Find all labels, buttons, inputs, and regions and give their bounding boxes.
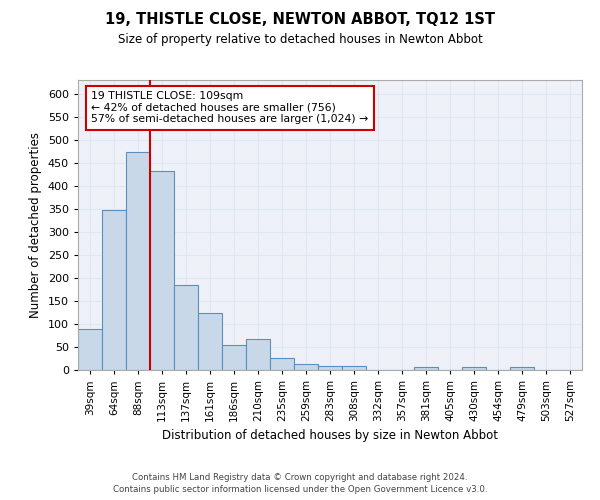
Text: Contains public sector information licensed under the Open Government Licence v3: Contains public sector information licen… [113, 485, 487, 494]
Bar [414, 367, 438, 370]
Bar [174, 286, 198, 370]
Bar [342, 366, 366, 370]
Bar [222, 344, 246, 370]
Bar [318, 366, 342, 370]
Bar [198, 313, 222, 370]
Bar [246, 338, 270, 370]
Bar [126, 152, 150, 370]
Bar [462, 367, 486, 370]
Bar [78, 328, 102, 370]
Bar [270, 358, 294, 370]
Bar [510, 367, 534, 370]
Y-axis label: Number of detached properties: Number of detached properties [29, 132, 42, 318]
Text: 19, THISTLE CLOSE, NEWTON ABBOT, TQ12 1ST: 19, THISTLE CLOSE, NEWTON ABBOT, TQ12 1S… [105, 12, 495, 28]
Text: Size of property relative to detached houses in Newton Abbot: Size of property relative to detached ho… [118, 32, 482, 46]
Bar [150, 171, 174, 370]
Text: 19 THISTLE CLOSE: 109sqm
← 42% of detached houses are smaller (756)
57% of semi-: 19 THISTLE CLOSE: 109sqm ← 42% of detach… [91, 91, 368, 124]
Bar [102, 210, 126, 370]
Bar [294, 364, 318, 370]
X-axis label: Distribution of detached houses by size in Newton Abbot: Distribution of detached houses by size … [162, 430, 498, 442]
Text: Contains HM Land Registry data © Crown copyright and database right 2024.: Contains HM Land Registry data © Crown c… [132, 472, 468, 482]
